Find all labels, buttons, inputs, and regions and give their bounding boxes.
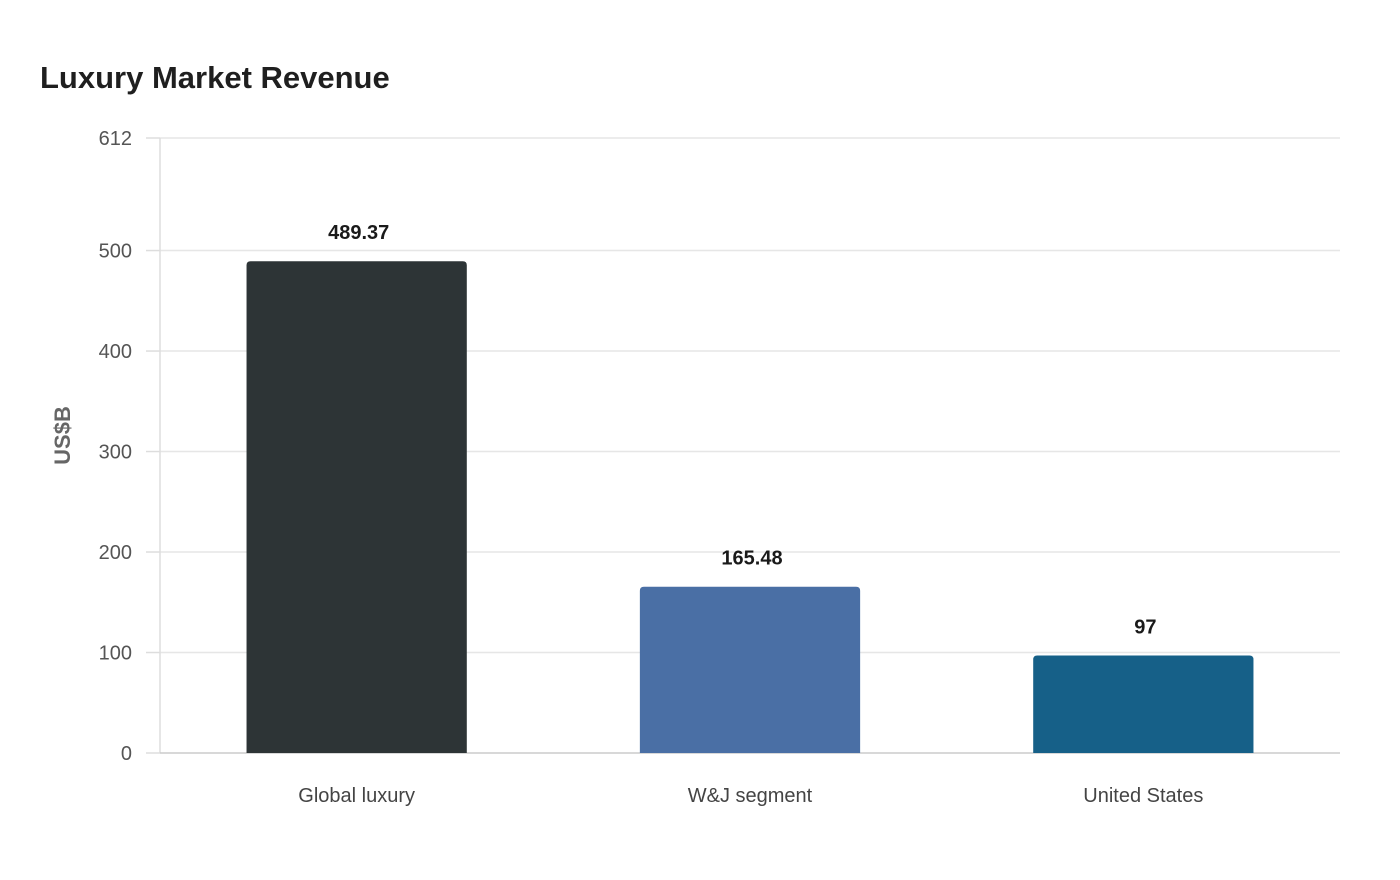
y-tick-label: 0 <box>121 743 132 765</box>
x-tick-label: W&J segment <box>688 785 813 807</box>
data-label: 489.37 <box>328 222 389 244</box>
y-tick-label: 500 <box>99 241 132 263</box>
y-tick-label: 400 <box>99 341 132 363</box>
data-label: 97 <box>1134 617 1156 639</box>
chart-title: Luxury Market Revenue <box>40 60 390 95</box>
bar-2 <box>639 586 861 753</box>
y-tick-label: 100 <box>99 643 132 665</box>
bar-3 <box>1033 655 1254 753</box>
y-tick-label: 612 <box>99 128 132 150</box>
y-axis-title: US$B <box>50 406 75 465</box>
data-label: 165.48 <box>721 548 782 570</box>
x-tick-label: Global luxury <box>298 785 415 807</box>
x-tick-label: United States <box>1083 785 1203 807</box>
bar-1 <box>246 261 467 753</box>
y-tick-label: 200 <box>99 542 132 564</box>
bars <box>246 261 1254 753</box>
y-tick-label: 300 <box>99 442 132 464</box>
y-tick-labels: 0 100 200 300 400 500 612 <box>99 128 132 765</box>
x-tick-labels: Global luxury W&J segment United States <box>298 785 1203 807</box>
data-labels: 489.37 165.48 97 <box>328 222 1156 638</box>
